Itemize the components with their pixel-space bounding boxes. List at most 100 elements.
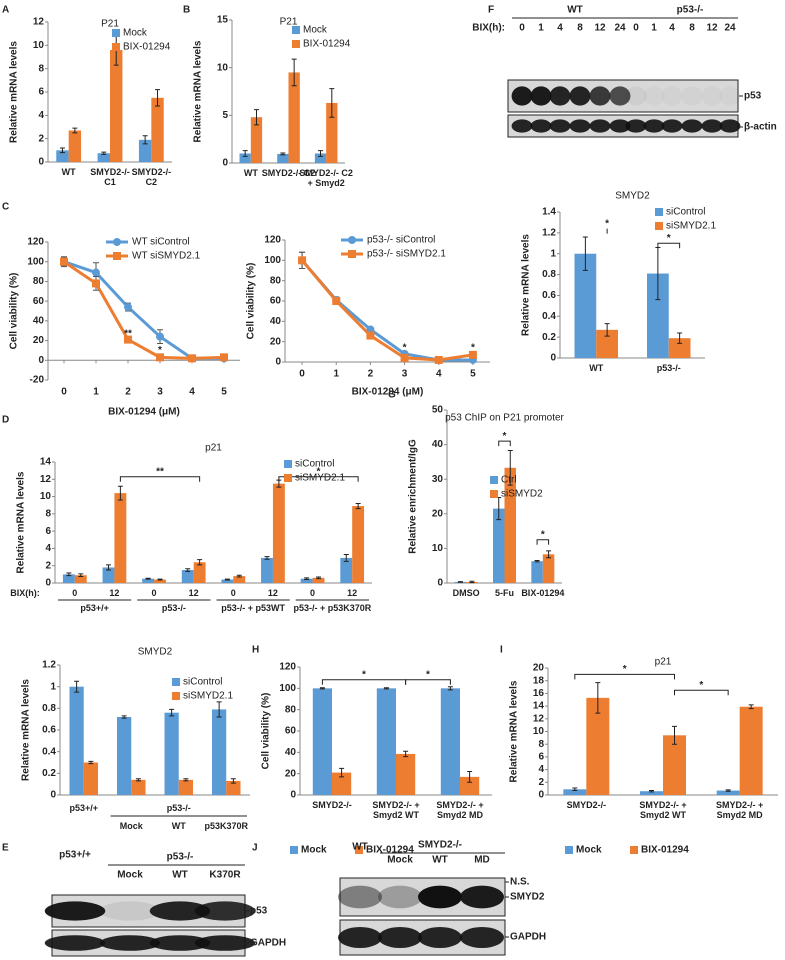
y-tick-label: 2: [38, 133, 44, 144]
y-tick-label: 0.2: [42, 768, 56, 779]
x-label-prefix: BIX(h):: [10, 588, 40, 598]
y-tick-label: 120: [264, 235, 281, 246]
bar: [314, 153, 327, 163]
bar: [226, 780, 241, 795]
bar: [460, 776, 480, 795]
y-tick-label: 100: [264, 255, 281, 266]
error-bar: [291, 58, 297, 87]
x-tick-label: 0: [299, 369, 305, 380]
error-bar: [677, 332, 683, 344]
y-axis-label: Relative mRNA levels: [21, 679, 32, 781]
error-bar: [467, 771, 473, 783]
line: [63, 260, 225, 360]
y-tick-label: 0: [275, 357, 281, 368]
error-bar: [316, 576, 322, 580]
legend-swatch: [655, 208, 663, 216]
significance-bracket: [574, 673, 675, 680]
x-tick-label: p53+/+: [69, 803, 99, 813]
legend-marker: [348, 250, 356, 258]
x-axis-label: BIX-01294 (μM): [108, 407, 180, 418]
y-tick-label: 12: [33, 17, 45, 28]
y-tick-label: 4: [38, 110, 44, 121]
y-tick-label: 5: [222, 110, 228, 121]
y-tick-label: 0: [50, 790, 56, 801]
blot-band: [44, 935, 106, 951]
error-bar: [105, 564, 111, 571]
legend-swatch: [292, 26, 300, 34]
blot-band: [44, 901, 106, 921]
significance-bracket: [119, 476, 201, 482]
blot-band: [511, 86, 533, 106]
chart-title: p53 ChIP on P21 promoter: [445, 413, 564, 424]
legend-swatch: [172, 692, 180, 700]
y-tick-label: 1.2: [542, 227, 556, 238]
bar: [440, 688, 460, 795]
blot-band: [569, 119, 591, 133]
error-bar: [78, 573, 84, 578]
x-tick-label: 0: [61, 387, 67, 398]
y-tick-label: 0: [290, 790, 296, 801]
y-tick-label: 8: [538, 739, 544, 750]
significance-bracket: [657, 242, 681, 249]
lane-label: 12: [706, 23, 718, 34]
bar: [212, 709, 227, 795]
y-tick-label: 4: [538, 764, 544, 775]
legend-label: siSMYD2.1: [666, 221, 716, 232]
marker: [124, 303, 132, 312]
significance-bracket: [278, 476, 359, 482]
lane-label: MD: [474, 855, 490, 866]
x-tick-label: SMYD2-/- + Smyd2 WT: [372, 800, 420, 820]
annotation: *: [699, 680, 703, 691]
lane-label: 1: [651, 23, 657, 34]
significance-bracket: [321, 679, 407, 685]
marker: [92, 268, 100, 277]
error-bar: [318, 150, 324, 157]
blot-band: [338, 927, 382, 948]
legend-swatch: [490, 476, 498, 484]
error-bar: [572, 787, 578, 792]
marker: [332, 297, 341, 305]
y-tick-label: 0.8: [42, 703, 56, 714]
line: [300, 259, 474, 362]
bar: [288, 72, 300, 163]
legend-label: WT siSMYD2.1: [132, 251, 201, 262]
error-bar: [74, 680, 80, 693]
blot-band: [460, 927, 504, 948]
band-label: p53: [250, 906, 268, 917]
bar: [326, 102, 338, 163]
annotation: *: [667, 233, 671, 244]
y-tick-label: 6: [45, 526, 51, 537]
error-bar: [169, 708, 175, 717]
bar: [117, 717, 132, 795]
blot-band: [460, 885, 504, 909]
x-tick-label: SMYD2-/- + Smyd2 MD: [436, 800, 484, 820]
error-bar: [280, 152, 286, 156]
chart-title: P21: [101, 19, 119, 30]
error-bar: [157, 578, 163, 581]
blot-band: [99, 935, 161, 951]
chart-title: p21: [655, 657, 672, 668]
y-tick-label: 10: [33, 40, 45, 51]
error-bar: [142, 135, 148, 145]
annotation: *: [403, 342, 407, 353]
legend-label: BIX-01294: [123, 42, 171, 53]
x-tick-label: p53K370R: [204, 821, 249, 831]
blot-band: [549, 86, 571, 106]
marker: [298, 256, 307, 265]
y-tick-label: 0: [45, 578, 51, 589]
panel-label: F: [488, 5, 494, 16]
chart-title: SMYD2: [138, 647, 173, 658]
band-label: p53: [744, 91, 762, 102]
y-tick-label: 12: [533, 713, 545, 724]
bar: [542, 554, 555, 583]
error-bar: [88, 760, 94, 765]
x-tick-label: 2: [125, 387, 131, 398]
y-tick-label: 16: [533, 688, 545, 699]
marker: [92, 279, 100, 288]
panel-label: G: [388, 390, 396, 401]
blot-band: [682, 86, 703, 105]
marker: [156, 353, 164, 362]
legend-swatch: [112, 29, 120, 37]
